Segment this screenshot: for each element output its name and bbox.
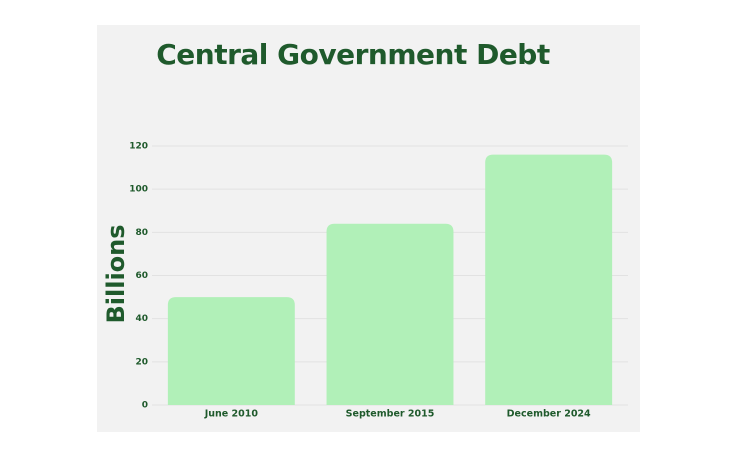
y-tick-label: 20 — [135, 357, 148, 367]
y-tick-label: 80 — [135, 228, 148, 238]
y-tick-label: 100 — [129, 185, 148, 195]
y-tick-label: 60 — [135, 271, 148, 281]
y-tick-label: 120 — [129, 142, 148, 152]
chart-title: Central Government Debt — [156, 38, 550, 71]
x-tick-label: June 2010 — [204, 409, 259, 420]
x-tick-label: September 2015 — [346, 409, 435, 420]
bar — [167, 297, 295, 405]
x-tick-label: December 2024 — [507, 409, 591, 420]
y-tick-label: 0 — [142, 401, 148, 411]
bar — [326, 223, 454, 405]
bar — [485, 154, 613, 405]
y-axis-label: Billions — [102, 224, 130, 323]
y-tick-label: 40 — [135, 314, 148, 324]
